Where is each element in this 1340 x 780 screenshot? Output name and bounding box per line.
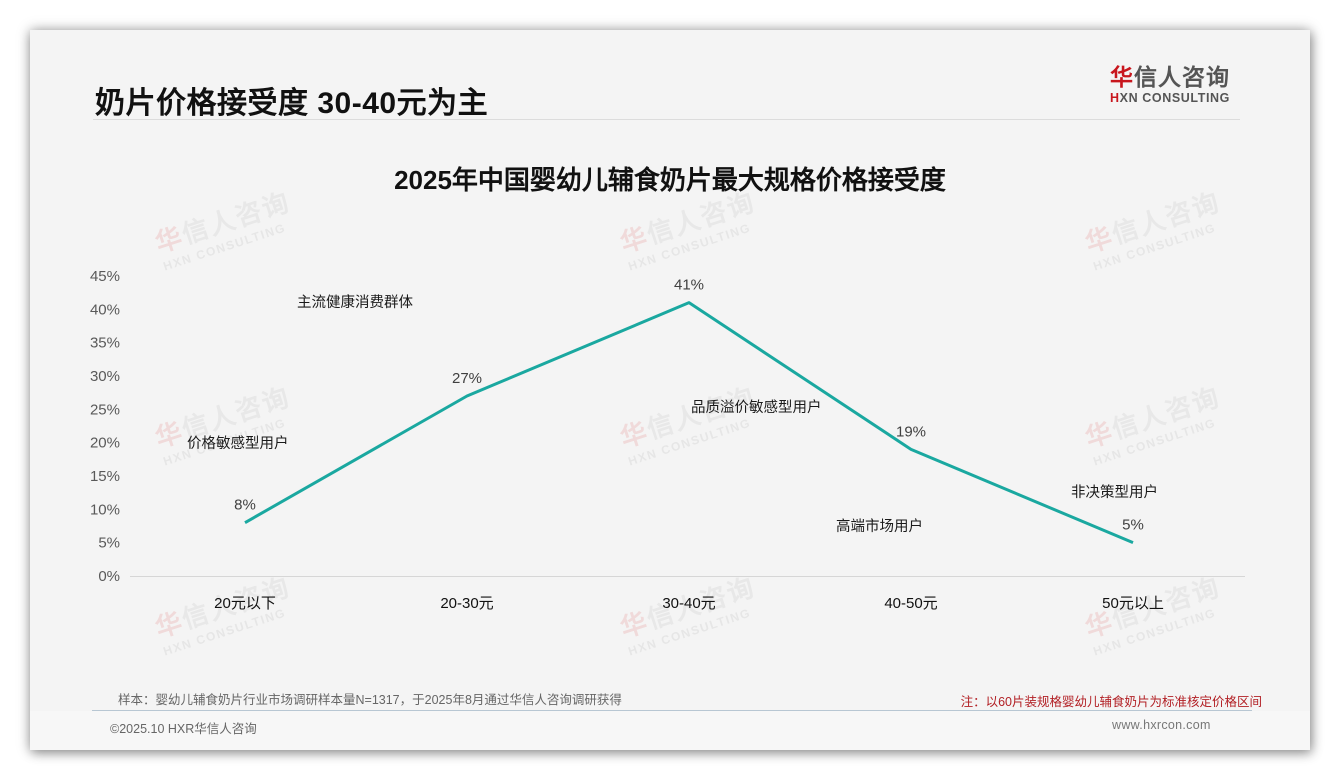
data-label: 8% [234, 497, 256, 514]
x-tick-label: 20-30元 [440, 595, 493, 612]
y-tick-label: 15% [90, 468, 120, 485]
segment-annotation: 主流健康消费群体 [297, 294, 413, 311]
line-chart: 0% 5% 10% 15% 20% 25% 30% 35% 40% 45% 20元以下 20-30元 3… [90, 268, 1245, 612]
y-tick-label: 35% [90, 335, 120, 352]
slide: 华信人咨询 HXN CONSULTING 华信人咨询 HXN CONSULTING 华信… [30, 30, 1310, 750]
y-tick-label: 40% [90, 301, 120, 318]
x-tick-label: 30-40元 [662, 595, 715, 612]
website-link[interactable]: www.hxrcon.com [1112, 718, 1211, 732]
footer [30, 711, 1310, 750]
segment-annotation: 品质溢价敏感型用户 [691, 399, 822, 416]
chart-title: 2025年中国婴幼儿辅食奶片最大规格价格接受度 [394, 165, 946, 195]
sample-note: 样本：婴幼儿辅食奶片行业市场调研样本量N=1317，于2025年8月通过华信人咨… [118, 693, 622, 707]
data-line [244, 301, 1134, 545]
x-tick-label: 20元以下 [214, 595, 276, 612]
y-tick-label: 20% [90, 435, 120, 452]
y-tick-label: 45% [90, 268, 120, 285]
segment-annotation: 价格敏感型用户 [187, 435, 289, 452]
title-divider [93, 119, 1240, 120]
data-label: 41% [674, 277, 704, 294]
y-tick-label: 0% [98, 568, 120, 585]
logo-chinese: 华信人咨询 [1110, 64, 1230, 90]
segment-annotation: 非决策型用户 [1071, 484, 1158, 501]
data-label: 27% [452, 370, 482, 387]
segment-annotation: 高端市场用户 [836, 518, 923, 535]
x-tick-label: 50元以上 [1102, 595, 1164, 612]
price-remark-note: 注：以60片装规格婴幼儿辅食奶片为标准核定价格区间 [960, 695, 1262, 709]
data-label: 19% [896, 423, 926, 440]
y-tick-label: 30% [90, 368, 120, 385]
logo-english: HXN CONSULTING [1110, 91, 1230, 105]
page-title: 奶片价格接受度 30-40元为主 [95, 87, 489, 120]
copyright: ©2025.10 HXR华信人咨询 [110, 722, 257, 736]
y-tick-label: 25% [90, 401, 120, 418]
x-tick-label: 40-50元 [884, 595, 937, 612]
y-tick-label: 10% [90, 501, 120, 518]
data-label: 5% [1122, 517, 1144, 534]
y-tick-label: 5% [98, 535, 120, 552]
footer-divider [92, 710, 1252, 711]
company-logo: 华信人咨询 HXN CONSULTING [1110, 63, 1242, 105]
